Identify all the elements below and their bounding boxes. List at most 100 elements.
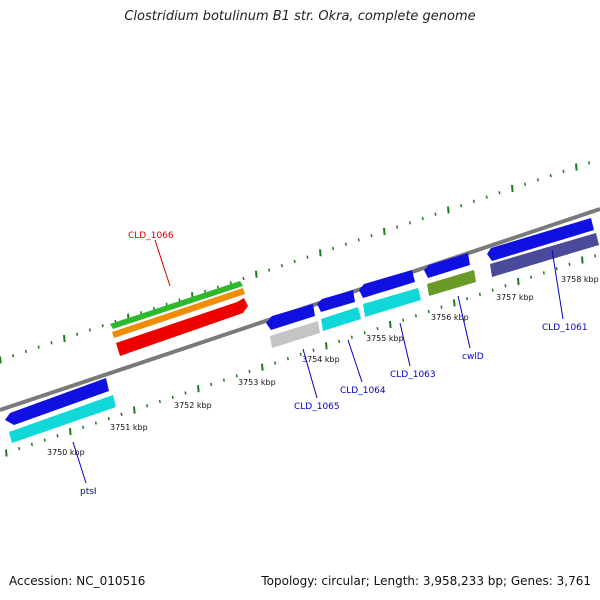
tick-mark [280, 264, 283, 268]
gene-label-cld-1065[interactable]: CLD_1065 [294, 402, 340, 412]
gene-label-cld-1063[interactable]: CLD_1063 [390, 370, 436, 380]
tick-mark [568, 262, 571, 266]
tick-mark [453, 299, 456, 307]
tick-mark [338, 339, 341, 344]
tick-mark [357, 238, 360, 242]
feature-cld-1061-purple[interactable] [490, 233, 599, 277]
tick-mark [408, 221, 411, 225]
feature-cld-1063-cyan[interactable] [363, 288, 421, 317]
tick-mark [216, 285, 219, 289]
tick-mark [274, 361, 277, 365]
tick-mark [286, 357, 289, 361]
tick-mark [460, 203, 463, 208]
kbp-label: 3752 kbp [174, 401, 212, 410]
gene-label-cwld[interactable]: cwlD [462, 352, 484, 362]
feature-cwld-arrow[interactable] [424, 253, 470, 278]
tick-mark [0, 356, 2, 364]
tick-mark [306, 255, 309, 259]
tick-mark [478, 292, 481, 296]
tick-mark [542, 271, 545, 275]
tick-mark [325, 342, 328, 350]
kbp-label: 3754 kbp [302, 355, 340, 364]
tick-mark [94, 421, 97, 425]
tick-mark [389, 320, 392, 328]
tick-mark [101, 324, 104, 328]
tick-mark [107, 417, 110, 421]
tick-mark [184, 391, 187, 395]
gene-label-cld-1064[interactable]: CLD_1064 [340, 386, 386, 396]
tick-mark [235, 374, 238, 378]
tick-mark [575, 163, 578, 171]
tick-mark [88, 328, 91, 332]
tick-mark [120, 412, 123, 417]
tick-mark [594, 254, 597, 258]
tick-mark [376, 326, 379, 331]
gene-label-cld-1066[interactable]: CLD_1066 [128, 231, 174, 241]
tick-mark [261, 363, 264, 371]
tick-mark [402, 318, 405, 322]
tick-mark [421, 216, 424, 221]
feature-cld-1066-green[interactable] [110, 281, 243, 329]
tick-mark [434, 212, 437, 216]
tick-mark [319, 249, 322, 257]
tick-mark [524, 182, 527, 186]
tick-mark [18, 447, 21, 451]
tick-mark [5, 449, 8, 457]
tick-mark [69, 428, 72, 436]
feature-cld-1064-cyan[interactable] [321, 307, 361, 331]
tick-mark [50, 341, 53, 345]
tick-mark [24, 349, 27, 354]
tick-mark [30, 442, 33, 447]
tick-mark [299, 352, 302, 357]
feature-cwld-olive[interactable] [427, 270, 476, 296]
tick-mark [485, 195, 488, 199]
kbp-label: 3755 kbp [366, 334, 404, 343]
kbp-label: 3757 kbp [496, 293, 534, 302]
tick-mark [133, 406, 136, 414]
tick-mark [511, 184, 514, 193]
tick-mark [555, 266, 558, 271]
tick-mark [536, 178, 539, 182]
tick-mark [447, 206, 450, 214]
feature-ptsi-cyan[interactable] [9, 395, 116, 443]
feature-cld-1065-arrow[interactable] [266, 304, 315, 330]
feature-cld-1066-orange[interactable] [112, 288, 245, 338]
tick-mark [37, 345, 40, 349]
tick-mark [344, 242, 347, 246]
tick-mark [56, 434, 59, 438]
feature-ptsi-arrow[interactable] [5, 378, 109, 425]
tick-mark [197, 385, 200, 393]
feature-cld-1063-arrow[interactable] [359, 270, 415, 298]
gene-label-cld-1061[interactable]: CLD_1061 [542, 323, 588, 333]
feature-cld-1061-arrow[interactable] [487, 218, 594, 261]
feature-cld-1066-red[interactable] [116, 298, 248, 356]
tick-mark [350, 335, 353, 339]
genome-summary-text: Topology: circular; Length: 3,958,233 bp… [261, 574, 591, 588]
feature-cld-1065-gray[interactable] [270, 321, 320, 348]
tick-mark [293, 259, 296, 264]
kbp-label: 3756 kbp [431, 313, 469, 322]
tick-mark [466, 296, 469, 301]
accession-text: Accession: NC_010516 [9, 574, 146, 588]
tick-mark [248, 369, 251, 374]
tick-mark [427, 309, 430, 314]
tick-mark [76, 332, 79, 336]
tick-mark [498, 191, 501, 195]
tick-mark [549, 173, 552, 178]
tick-mark [242, 276, 245, 281]
kbp-label: 3750 kbp [47, 448, 85, 457]
tick-mark [414, 314, 417, 318]
gene-label-ptsi[interactable]: ptsI [80, 487, 97, 497]
tick-mark [517, 277, 520, 286]
tick-mark [222, 378, 225, 382]
kbp-label: 3753 kbp [238, 378, 276, 387]
leader-lines [72, 239, 564, 484]
tick-mark [396, 225, 399, 229]
tick-mark [504, 284, 507, 288]
feature-cld-1064-arrow[interactable] [317, 290, 355, 312]
kbp-label: 3758 kbp [561, 275, 599, 284]
tick-mark [229, 281, 232, 285]
tick-mark [171, 395, 174, 399]
tick-mark [440, 305, 443, 309]
